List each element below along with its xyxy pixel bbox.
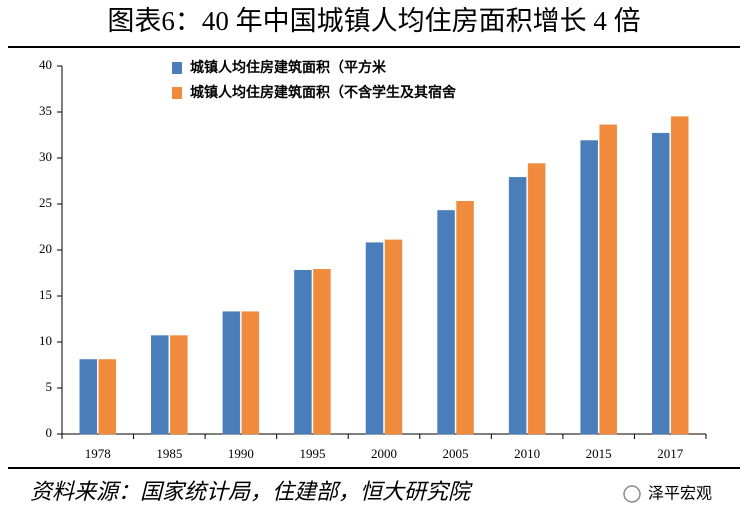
y-tick-label: 10 — [39, 333, 52, 348]
bar — [151, 335, 169, 435]
bar — [527, 163, 546, 435]
y-tick-label: 40 — [39, 57, 52, 72]
y-tick-label: 0 — [46, 425, 53, 440]
bar — [365, 242, 384, 435]
bar — [313, 269, 331, 435]
x-tick-label: 1978 — [85, 446, 111, 461]
y-tick-label: 25 — [39, 195, 52, 210]
y-tick-label: 5 — [46, 379, 53, 394]
bar — [294, 269, 312, 435]
bar — [456, 200, 474, 435]
source: 资料来源：国家统计局，住建部，恒大研究院 — [30, 479, 473, 504]
x-tick-label: 2000 — [371, 446, 397, 461]
bar — [508, 177, 527, 435]
bar — [437, 210, 455, 435]
chart-title: 图表6：40 年中国城镇人均住房面积增长 4 倍 — [107, 6, 640, 36]
legend-label: 城镇人均住房建筑面积（平方米 — [190, 59, 387, 76]
y-tick-label: 20 — [39, 241, 52, 256]
bar — [651, 132, 670, 435]
bar — [599, 124, 617, 435]
x-tick-label: 1985 — [156, 446, 182, 461]
bar — [580, 140, 598, 435]
bar — [79, 359, 98, 435]
y-tick-label: 35 — [39, 103, 52, 118]
x-tick-label: 2010 — [514, 446, 540, 461]
x-tick-label: 1995 — [299, 446, 325, 461]
bar — [384, 239, 403, 435]
watermark-icon — [623, 485, 641, 503]
bar — [222, 311, 241, 435]
watermark: 泽平宏观 — [648, 484, 712, 503]
x-tick-label: 2005 — [443, 446, 469, 461]
x-tick-label: 1990 — [228, 446, 254, 461]
legend-label: 城镇人均住房建筑面积（不含学生及其宿舍 — [190, 84, 457, 101]
bar — [670, 116, 689, 435]
bar — [170, 335, 188, 435]
legend-swatch — [172, 87, 182, 99]
legend-swatch — [172, 62, 182, 74]
x-tick-label: 2015 — [586, 446, 612, 461]
bar — [98, 359, 117, 435]
y-tick-label: 30 — [39, 149, 52, 164]
x-tick-label: 2017 — [657, 446, 684, 461]
bar — [241, 311, 260, 435]
y-tick-label: 15 — [39, 287, 52, 302]
